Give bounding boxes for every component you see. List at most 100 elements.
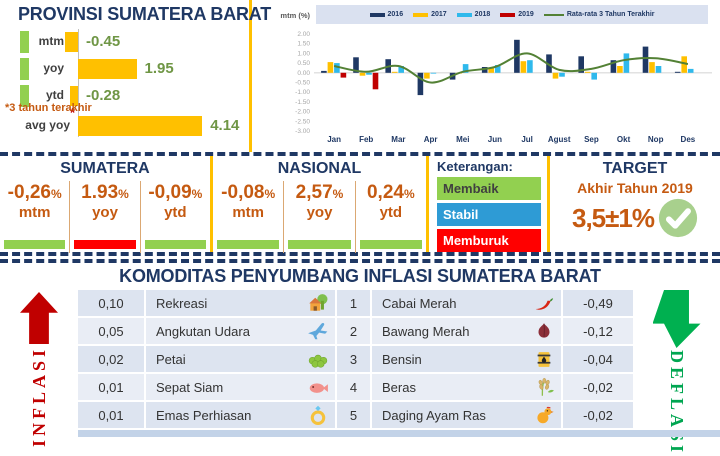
legend-item: Rata-rata 3 Tahun Terakhir (543, 11, 654, 18)
bar-2017-Agust (552, 72, 559, 79)
bar-2017-Sep (584, 71, 591, 73)
inflasi-commodity: Rekreasi (146, 290, 335, 316)
legend-item: 2016 (369, 11, 404, 18)
bar-2018-Des (687, 68, 694, 73)
legend-item: 2017 (413, 11, 447, 18)
monthly-chart-panel: 2.00 1.50 1.00 0.50 0.00 -0.50 -1.00 -1.50 -2.00… (252, 0, 720, 152)
x-tick-label: Jan (327, 135, 341, 144)
bottom-strip (78, 430, 720, 437)
deflasi-column: DEFLASI (633, 290, 720, 456)
legend-item: 2019 (500, 11, 534, 18)
y-tick-label: -1.00 (295, 89, 310, 96)
inflasi-commodity: Petai (146, 346, 335, 372)
chili-icon (533, 292, 555, 314)
legend-label: 2016 (387, 11, 404, 18)
keterangan-memburuk: Memburuk (437, 229, 541, 252)
target-title: TARGET (602, 160, 668, 177)
stat-value: -0,08% (221, 182, 276, 203)
y-tick-label: -3.00 (295, 128, 310, 135)
monthly-mtm-chart: 2.00 1.50 1.00 0.50 0.00 -0.50 -1.00 -1.50 -2.00… (280, 11, 712, 144)
inflasi-value: 0,01 (78, 402, 144, 428)
x-tick-label: Mar (391, 135, 405, 144)
rank-number: 1 (337, 290, 370, 316)
y-tick-label: 0.00 (297, 70, 310, 77)
legend-item: 2018 (456, 11, 491, 18)
bar-2016-Sep (578, 56, 584, 73)
inflasi-commodity: Angkutan Udara (146, 318, 335, 344)
keterangan-title: Keterangan: (437, 159, 513, 174)
x-tick-label: Jun (488, 135, 502, 144)
airplane-icon (307, 320, 329, 342)
x-tick-label: Agust (548, 135, 571, 144)
bar-2018-Okt (623, 53, 630, 73)
stat-value: -0,09% (148, 182, 203, 203)
y-tick-label: 2.00 (297, 31, 310, 38)
status-bar (217, 240, 280, 249)
mini-chart-axis (78, 29, 79, 137)
inflasi-value: 0,02 (78, 346, 144, 372)
y-tick-label: -2.00 (295, 109, 310, 116)
x-tick-label: Apr (424, 135, 438, 144)
chicken-icon (533, 404, 555, 426)
bar-2016-Agust (546, 54, 552, 73)
y-tick-label: -2.50 (295, 118, 310, 125)
x-tick-label: Feb (359, 135, 373, 144)
stat-value: 0,24% (366, 182, 415, 203)
average-line (333, 52, 689, 84)
chart-legend: 2016 2017 2018 2019 Rata-rata 3 Tahun Terakh… (316, 5, 708, 24)
bar-2018-Jun (494, 65, 501, 73)
bar-2018-Mar (398, 66, 404, 73)
mini-bar-label: mtm (38, 34, 64, 48)
legend-swatch-icon (500, 12, 516, 17)
percent-sign: % (332, 187, 344, 201)
deflasi-value: -0,02 (563, 402, 633, 428)
check-circle-icon (658, 198, 698, 238)
inflasi-commodity: Sepat Siam (146, 374, 335, 400)
status-bar (4, 240, 66, 249)
bar-2018-Jan (334, 63, 340, 73)
legend-swatch-icon (369, 12, 385, 17)
target-panel: TARGET Akhir Tahun 2019 3,5±1% (550, 156, 720, 252)
park-house-icon (307, 292, 329, 314)
sumatera-stats: -0,26% mtm 1.93% yoy -0,09% ytd (0, 181, 210, 253)
inflasi-column: INFLASI (0, 290, 78, 456)
deflasi-down-arrow-icon (652, 290, 701, 348)
stat-value: -0,26% (7, 182, 62, 203)
rice-icon (533, 376, 555, 398)
bar-2017-Jul (520, 61, 527, 73)
deflasi-value: -0,02 (563, 374, 633, 400)
status-indicator (20, 31, 29, 53)
commodity-name: Beras (382, 379, 416, 395)
status-bar (144, 240, 206, 249)
stat-mtm: -0,26% mtm (0, 181, 69, 253)
page-title: PROVINSI SUMATERA BARAT (18, 4, 272, 24)
table-row: 0,01 Sepat Siam 4 Beras -0,02 (78, 374, 633, 400)
stat-label: yoy (92, 203, 118, 221)
region-title: SUMATERA (60, 160, 150, 177)
rank-number: 3 (337, 346, 370, 372)
x-tick-label: Sep (584, 135, 599, 144)
status-bar (288, 240, 351, 249)
mini-bar-label: yoy (43, 61, 64, 75)
commodity-name: Angkutan Udara (156, 323, 250, 339)
bar-2016-Des (674, 71, 681, 73)
table-row: 0,02 Petai 3 Bensin -0,04 (78, 346, 633, 372)
nasional-stats: -0,08% mtm 2,57% yoy 0,24% ytd (213, 181, 426, 253)
legend-label: 2018 (474, 11, 491, 18)
x-tick-label: Jul (521, 135, 533, 144)
commodity-name: Rekreasi (156, 295, 208, 311)
rank-number: 2 (337, 318, 370, 344)
ytd-asterisk: * (70, 105, 76, 120)
deflasi-value: -0,04 (563, 346, 633, 372)
rank-number: 4 (337, 374, 370, 400)
bar-2018-Agust (559, 72, 565, 77)
rank-number: 5 (337, 402, 370, 428)
deflasi-commodity: Bensin (372, 346, 561, 372)
commodity-name: Sepat Siam (156, 379, 224, 395)
fuel-barrel-icon (533, 348, 555, 370)
table-row: 0,05 Angkutan Udara 2 Bawang Merah -0,12 (78, 318, 633, 344)
deflasi-commodity: Bawang Merah (372, 318, 561, 344)
percent-sign: % (118, 187, 129, 201)
y-tick-label: -0.50 (295, 80, 310, 87)
status-bar (74, 240, 136, 249)
